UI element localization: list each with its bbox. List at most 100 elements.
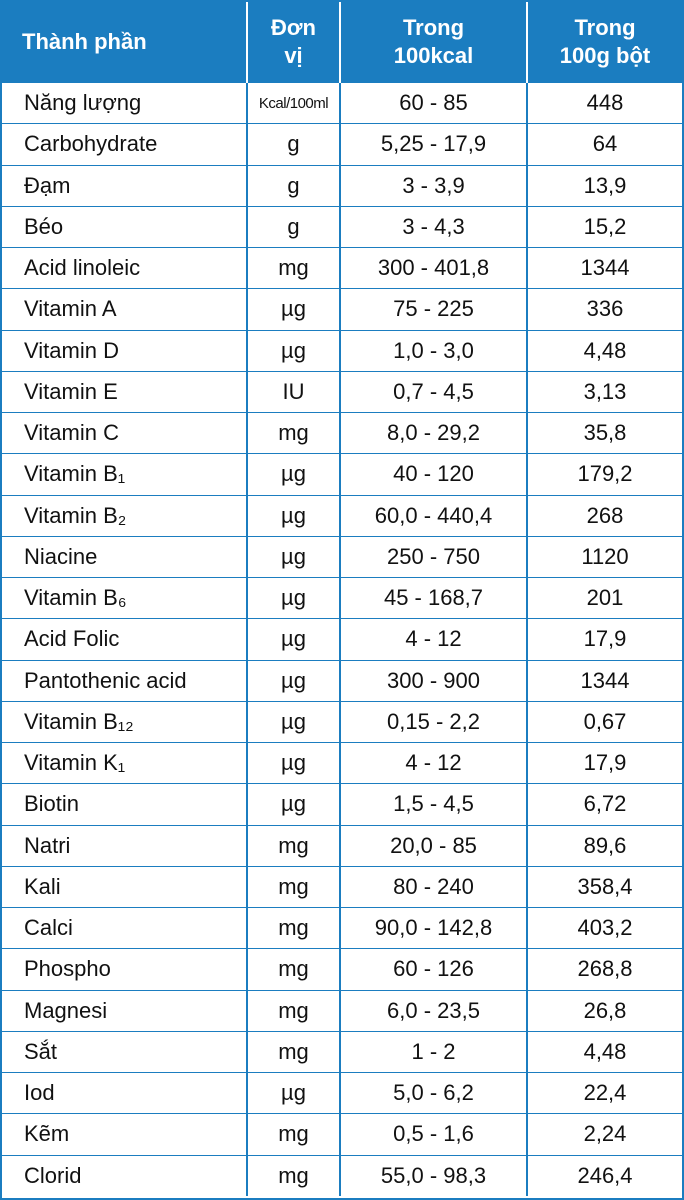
table-cell: 1,0 - 3,0 bbox=[339, 329, 527, 372]
table-cell: 2,24 bbox=[526, 1113, 682, 1155]
header-cell: Trong 100g bột bbox=[526, 2, 682, 83]
header-cell: Trong 100kcal bbox=[339, 2, 527, 83]
table-cell: 0,15 - 2,2 bbox=[339, 700, 527, 743]
table-cell: mg bbox=[246, 1113, 340, 1155]
table-row: Vitamin B₆ µg 45 - 168,7 201 bbox=[2, 576, 682, 619]
header-text: Trong bbox=[574, 15, 636, 40]
table-row: Biotin µg 1,5 - 4,5 6,72 bbox=[2, 783, 682, 825]
table-cell: 4 - 12 bbox=[339, 741, 527, 784]
table-row: Phospho mg 60 - 126 268,8 bbox=[2, 948, 682, 990]
table-cell: Kẽm bbox=[2, 1113, 247, 1155]
table-cell: 5,0 - 6,2 bbox=[339, 1071, 527, 1114]
table-cell: Vitamin B₁ bbox=[2, 453, 247, 495]
table-cell: 448 bbox=[526, 81, 682, 124]
table-cell: Kali bbox=[2, 865, 247, 908]
table-cell: 403,2 bbox=[526, 906, 682, 949]
table-cell: 13,9 bbox=[526, 164, 682, 207]
table-cell: Acid Folic bbox=[2, 618, 247, 660]
table-cell: µg bbox=[246, 576, 340, 619]
table-cell: Đạm bbox=[2, 164, 247, 207]
table-cell: 1,5 - 4,5 bbox=[339, 783, 527, 825]
table-cell: Béo bbox=[2, 205, 247, 248]
table-cell: Clorid bbox=[2, 1154, 247, 1196]
header-text: vị bbox=[284, 43, 303, 68]
table-cell: 45 - 168,7 bbox=[339, 576, 527, 619]
table-cell: 3 - 3,9 bbox=[339, 164, 527, 207]
table-cell: 0,5 - 1,6 bbox=[339, 1113, 527, 1155]
table-cell: Niacine bbox=[2, 535, 247, 578]
table-cell: 80 - 240 bbox=[339, 865, 527, 908]
table-cell: 17,9 bbox=[526, 618, 682, 660]
table-cell: 89,6 bbox=[526, 824, 682, 867]
table-row: Năng lượng Kcal/100ml 60 - 85 448 bbox=[2, 81, 682, 124]
table-row: Béo g 3 - 4,3 15,2 bbox=[2, 205, 682, 248]
table-cell: µg bbox=[246, 700, 340, 743]
table-cell: 0,67 bbox=[526, 700, 682, 743]
table-cell: µg bbox=[246, 659, 340, 702]
table-cell: 60,0 - 440,4 bbox=[339, 494, 527, 537]
table-cell: Vitamin A bbox=[2, 288, 247, 330]
table-row: Sắt mg 1 - 2 4,48 bbox=[2, 1030, 682, 1073]
table-row: Iod µg 5,0 - 6,2 22,4 bbox=[2, 1071, 682, 1114]
table-cell: 336 bbox=[526, 288, 682, 330]
table-cell: 358,4 bbox=[526, 865, 682, 908]
table-row: Vitamin E IU 0,7 - 4,5 3,13 bbox=[2, 370, 682, 413]
table-cell: 300 - 401,8 bbox=[339, 246, 527, 289]
table-cell: Vitamin B₂ bbox=[2, 494, 247, 537]
table-cell: mg bbox=[246, 948, 340, 990]
table-cell: µg bbox=[246, 783, 340, 825]
table-row: Vitamin B₁ µg 40 - 120 179,2 bbox=[2, 453, 682, 495]
table-cell: 20,0 - 85 bbox=[339, 824, 527, 867]
table-cell: Phospho bbox=[2, 948, 247, 990]
table-cell: µg bbox=[246, 535, 340, 578]
table-cell: 268 bbox=[526, 494, 682, 537]
table-cell: Vitamin C bbox=[2, 411, 247, 454]
table-cell: Vitamin E bbox=[2, 370, 247, 413]
table-cell: Sắt bbox=[2, 1030, 247, 1073]
table-cell: IU bbox=[246, 370, 340, 413]
table-cell: mg bbox=[246, 246, 340, 289]
header-text: Đơn bbox=[271, 15, 316, 40]
table-cell: 0,7 - 4,5 bbox=[339, 370, 527, 413]
table-cell: 6,0 - 23,5 bbox=[339, 989, 527, 1032]
table-cell: 246,4 bbox=[526, 1154, 682, 1196]
header-cell: Đơn vị bbox=[246, 2, 340, 83]
table-cell: µg bbox=[246, 453, 340, 495]
table-cell: µg bbox=[246, 288, 340, 330]
table-cell: 55,0 - 98,3 bbox=[339, 1154, 527, 1196]
table-cell: Natri bbox=[2, 824, 247, 867]
table-cell: g bbox=[246, 205, 340, 248]
table-row: Vitamin K₁ µg 4 - 12 17,9 bbox=[2, 741, 682, 784]
table-row: Niacine µg 250 - 750 1120 bbox=[2, 535, 682, 578]
table-row: Kẽm mg 0,5 - 1,6 2,24 bbox=[2, 1113, 682, 1155]
table-cell: 250 - 750 bbox=[339, 535, 527, 578]
table-row: Đạm g 3 - 3,9 13,9 bbox=[2, 164, 682, 207]
table-cell: Vitamin K₁ bbox=[2, 741, 247, 784]
header-text: Thành phần bbox=[22, 29, 147, 54]
table-cell: 268,8 bbox=[526, 948, 682, 990]
table-cell: µg bbox=[246, 329, 340, 372]
table-cell: mg bbox=[246, 989, 340, 1032]
table-cell: 3,13 bbox=[526, 370, 682, 413]
header-text: Trong bbox=[402, 15, 465, 40]
table-cell: Carbohydrate bbox=[2, 123, 247, 165]
table-row: Vitamin B₁₂ µg 0,15 - 2,2 0,67 bbox=[2, 700, 682, 743]
table-cell: Biotin bbox=[2, 783, 247, 825]
table-cell: Năng lượng bbox=[2, 81, 247, 124]
table-row: Natri mg 20,0 - 85 89,6 bbox=[2, 824, 682, 867]
table-cell: µg bbox=[246, 618, 340, 660]
table-row: Vitamin B₂ µg 60,0 - 440,4 268 bbox=[2, 494, 682, 537]
table-body: Năng lượng Kcal/100ml 60 - 85 448 Carbohydra… bbox=[2, 81, 682, 1196]
table-cell: 60 - 85 bbox=[339, 81, 527, 124]
header-cell: Thành phần bbox=[2, 2, 247, 83]
table-cell: 17,9 bbox=[526, 741, 682, 784]
table-cell: 4,48 bbox=[526, 329, 682, 372]
table-cell: mg bbox=[246, 1030, 340, 1073]
table-cell: 4,48 bbox=[526, 1030, 682, 1073]
table-cell: 201 bbox=[526, 576, 682, 619]
header-text: 100g bột bbox=[559, 43, 651, 68]
